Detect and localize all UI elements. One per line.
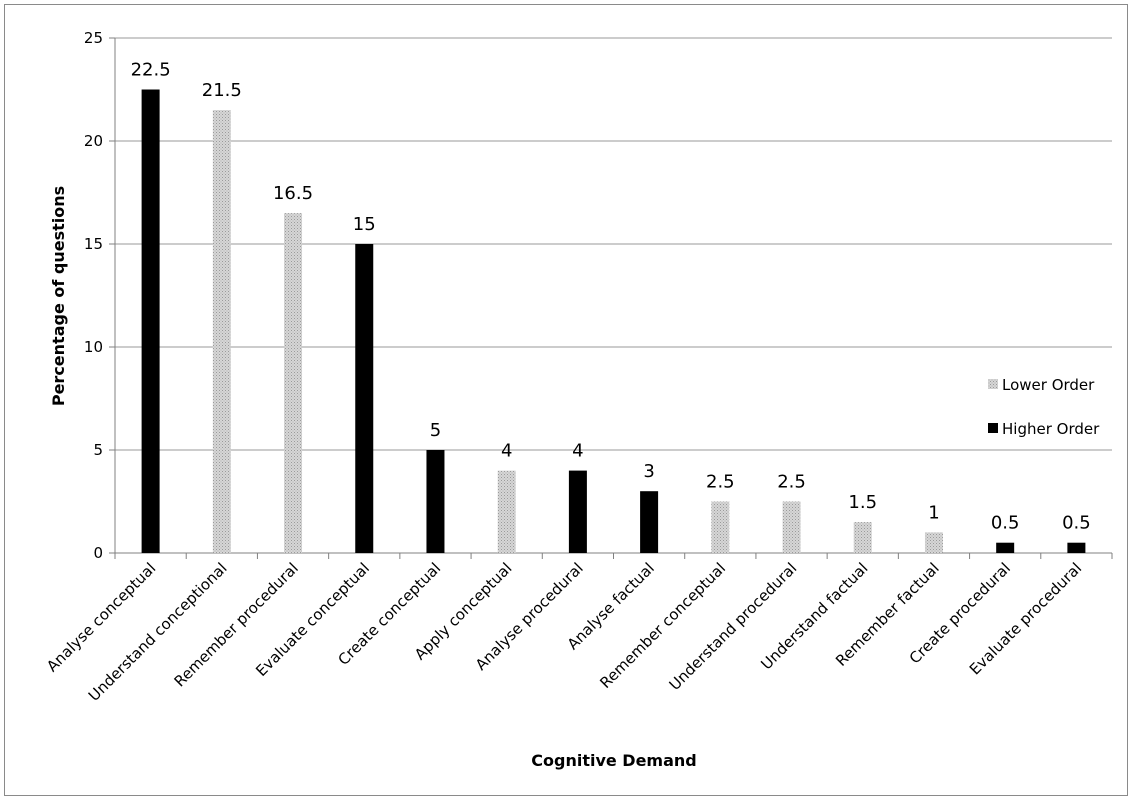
data-label: 5 <box>430 420 441 441</box>
data-label: 0.5 <box>1062 513 1091 534</box>
data-label: 15 <box>353 214 376 235</box>
y-axis-title: Percentage of questions <box>49 186 68 406</box>
gridlines <box>115 37 1112 451</box>
bar-higher-order <box>640 491 659 553</box>
bar-higher-order <box>141 89 160 553</box>
bar-higher-order <box>1067 542 1086 553</box>
bar-lower-order <box>212 110 231 553</box>
data-label: 2.5 <box>777 472 806 493</box>
data-labels: 22.5 21.5 16.5 15 5 4 4 3 2.5 2.5 1.5 1 0.5 0.5 <box>131 60 1091 534</box>
data-label: 16.5 <box>273 183 313 204</box>
bar-lower-order <box>284 213 303 553</box>
bar-higher-order <box>426 450 445 553</box>
legend-label-higher-order: Higher Order <box>1002 420 1100 438</box>
data-label: 0.5 <box>991 513 1020 534</box>
bar-higher-order <box>568 470 587 553</box>
chart-frame <box>4 4 1128 796</box>
bar-lower-order <box>711 501 730 553</box>
x-axis-title: Cognitive Demand <box>531 751 697 770</box>
y-tick-label: 5 <box>93 441 103 459</box>
data-label: 21.5 <box>202 80 242 101</box>
bar-lower-order <box>853 522 872 553</box>
data-label: 2.5 <box>706 472 735 493</box>
data-label: 4 <box>572 441 583 462</box>
x-tick-label: Remember conceptual <box>596 559 729 692</box>
data-label: 4 <box>501 441 512 462</box>
x-tick-label: Understand conceptional <box>85 559 231 705</box>
y-tick-label: 15 <box>84 235 103 253</box>
legend-swatch-higher-order <box>988 423 998 433</box>
y-tick-label: 25 <box>84 29 103 47</box>
legend: Lower Order Higher Order <box>988 376 1100 438</box>
y-tick-label: 20 <box>84 132 103 150</box>
bar-lower-order <box>924 532 943 553</box>
data-label: 22.5 <box>131 60 171 81</box>
data-label: 1 <box>928 502 939 523</box>
bar-lower-order <box>782 501 801 553</box>
x-tick-label: Understand procedural <box>666 559 801 694</box>
bar-higher-order <box>996 542 1015 553</box>
data-label: 3 <box>643 461 654 482</box>
y-axis-ticks: 0 5 10 15 20 25 <box>84 29 115 562</box>
y-tick-label: 0 <box>93 544 103 562</box>
bar-higher-order <box>355 244 374 553</box>
legend-label-lower-order: Lower Order <box>1002 376 1095 394</box>
legend-swatch-lower-order <box>988 379 998 389</box>
bar-lower-order <box>497 470 516 553</box>
bars <box>141 89 1086 553</box>
y-tick-label: 10 <box>84 338 103 356</box>
x-tick-label: Remember procedural <box>171 559 302 690</box>
data-label: 1.5 <box>848 492 877 513</box>
